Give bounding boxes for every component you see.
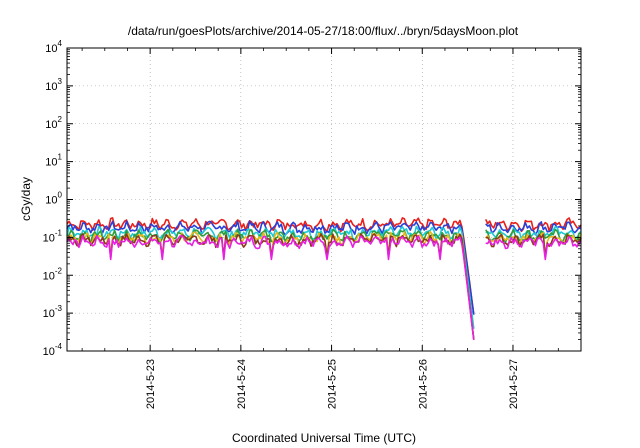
x-tick-label: 2014-5-23 bbox=[145, 359, 157, 409]
x-tick-label: 2014-5-26 bbox=[417, 359, 429, 409]
series-line bbox=[485, 236, 582, 261]
y-tick-label: 100 bbox=[45, 191, 62, 207]
x-tick-label: 2014-5-25 bbox=[327, 359, 339, 409]
series-line bbox=[485, 226, 582, 240]
series-line bbox=[66, 220, 475, 315]
y-axis: 10-4 10-3 10-2 10-1 100 101 102 103 104 bbox=[43, 39, 581, 358]
y-tick-label: 10-4 bbox=[43, 342, 63, 358]
x-tick-label: 2014-5-27 bbox=[508, 359, 520, 409]
x-axis-label: Coordinated Universal Time (UTC) bbox=[232, 431, 416, 445]
series-line bbox=[66, 217, 475, 315]
y-tick-label: 104 bbox=[45, 39, 62, 55]
series-line bbox=[485, 221, 582, 236]
y-axis-label: cGy/day bbox=[19, 177, 33, 221]
y-tick-label: 10-2 bbox=[43, 266, 63, 282]
series-line bbox=[66, 235, 475, 340]
y-tick-label: 10-3 bbox=[43, 304, 63, 320]
grid bbox=[67, 47, 581, 352]
series-line bbox=[485, 233, 582, 259]
chart-title: /data/run/goesPlots/archive/2014-05-27/1… bbox=[128, 24, 519, 38]
y-tick-label: 102 bbox=[45, 115, 62, 131]
series-group bbox=[66, 217, 582, 340]
y-tick-label: 101 bbox=[45, 153, 62, 169]
y-tick-label: 103 bbox=[45, 77, 62, 93]
x-tick-label: 2014-5-24 bbox=[236, 359, 248, 409]
x-axis: 2014-5-23 2014-5-24 2014-5-25 2014-5-26 2014… bbox=[81, 48, 559, 409]
y-tick-label: 10-1 bbox=[43, 228, 63, 244]
